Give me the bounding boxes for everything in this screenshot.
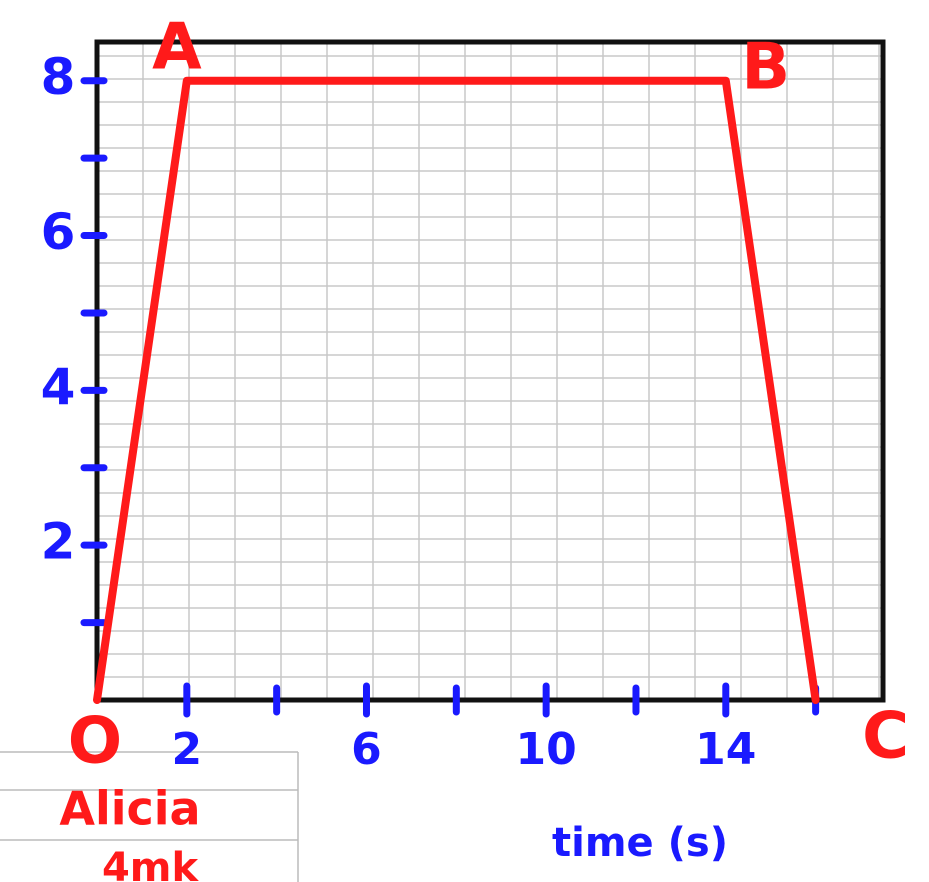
y-tick-label: 4 bbox=[41, 358, 76, 416]
x-tick-label: 6 bbox=[351, 724, 382, 775]
note: Alicia bbox=[59, 782, 200, 836]
x-tick-label: 14 bbox=[695, 724, 756, 775]
y-tick-label: 6 bbox=[41, 203, 76, 261]
point-label: C bbox=[862, 700, 909, 774]
point-label: O bbox=[68, 705, 122, 779]
chart: time (s) Alicia 4mk 2 4 6 8 2 6 10 14 O A B C bbox=[0, 0, 929, 882]
y-tick-label: 8 bbox=[41, 48, 76, 106]
x-axis-label: time (s) bbox=[552, 820, 728, 866]
line bbox=[97, 81, 816, 700]
point-label: A bbox=[152, 10, 202, 84]
note: 4mk bbox=[102, 845, 200, 882]
x-tick-label: 10 bbox=[516, 724, 577, 775]
y-tick-label: 2 bbox=[41, 513, 76, 571]
x-tick-label: 2 bbox=[172, 724, 203, 775]
point-label: B bbox=[741, 30, 790, 104]
